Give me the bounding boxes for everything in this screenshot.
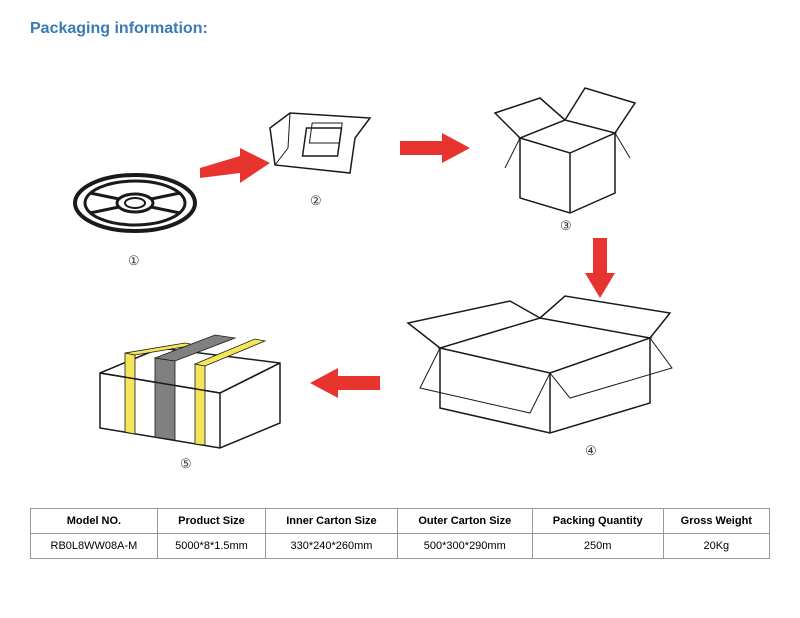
step-4-label: ④ <box>585 443 597 459</box>
step-1-label: ① <box>128 253 140 269</box>
th-outer-carton: Outer Carton Size <box>397 509 532 534</box>
arrow-2-3 <box>400 133 470 163</box>
strapped-box-icon <box>90 333 290 453</box>
large-box-icon <box>400 293 680 443</box>
arrow-4-5 <box>310 368 380 398</box>
td-product-size: 5000*8*1.5mm <box>157 534 265 559</box>
small-box-icon <box>490 78 640 218</box>
arrow-3-4 <box>585 238 615 298</box>
td-model: RB0L8WW08A-M <box>31 534 158 559</box>
reel-icon <box>70 168 200 238</box>
th-product-size: Product Size <box>157 509 265 534</box>
bag-icon <box>260 103 380 183</box>
th-model: Model NO. <box>31 509 158 534</box>
th-packing-qty: Packing Quantity <box>532 509 663 534</box>
packaging-diagram: ① ② ③ ④ <box>30 48 770 498</box>
th-gross-weight: Gross Weight <box>663 509 769 534</box>
page-title: Packaging information: <box>30 20 770 38</box>
td-outer-carton: 500*300*290mm <box>397 534 532 559</box>
td-gross-weight: 20Kg <box>663 534 769 559</box>
table-row: RB0L8WW08A-M 5000*8*1.5mm 330*240*260mm … <box>31 534 770 559</box>
table-header-row: Model NO. Product Size Inner Carton Size… <box>31 509 770 534</box>
td-inner-carton: 330*240*260mm <box>266 534 398 559</box>
step-2-label: ② <box>310 193 322 209</box>
th-inner-carton: Inner Carton Size <box>266 509 398 534</box>
td-packing-qty: 250m <box>532 534 663 559</box>
step-3-label: ③ <box>560 218 572 234</box>
step-5-label: ⑤ <box>180 456 192 472</box>
spec-table: Model NO. Product Size Inner Carton Size… <box>30 508 770 559</box>
